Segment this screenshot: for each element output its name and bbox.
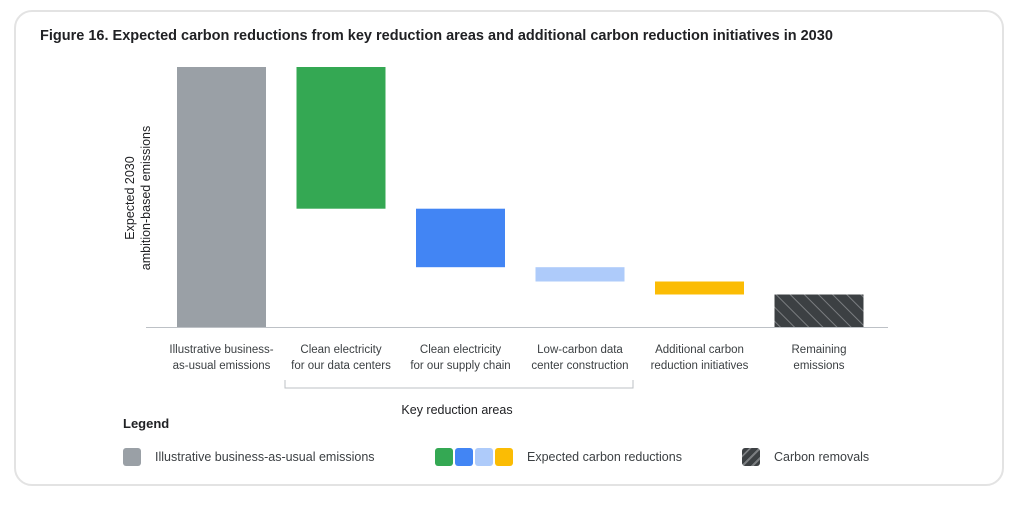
legend-swatch <box>475 448 493 466</box>
category-label: Clean electricity for our data centers <box>291 344 391 372</box>
legend-swatch <box>435 448 453 466</box>
y-axis-label: Expected 2030 ambition-based emissions <box>123 126 153 271</box>
category-label: Additional carbon reduction initiatives <box>651 344 749 372</box>
group-label: Key reduction areas <box>401 403 512 417</box>
legend-label: Illustrative business-as-usual emissions <box>155 450 375 464</box>
legend-item-baseline: Illustrative business-as-usual emissions <box>123 448 375 466</box>
legend-title: Legend <box>123 416 170 431</box>
category-label: Illustrative business-as-usual emissions <box>169 344 273 372</box>
category-label: Low-carbon data center construction <box>531 344 628 372</box>
bar-6 <box>774 294 864 327</box>
bar-group <box>177 67 864 327</box>
legend-item-removals: Carbon removals <box>742 448 869 466</box>
bar-4 <box>535 267 625 282</box>
y-axis-label-line: Expected 2030 <box>123 156 137 239</box>
legend-label: Carbon removals <box>774 450 870 464</box>
legend-label: Expected carbon reductions <box>527 450 682 464</box>
group-bracket <box>284 380 634 389</box>
bar-2 <box>296 67 386 209</box>
category-label: Remaining emissions <box>792 344 847 372</box>
legend-swatch-gray <box>123 448 141 466</box>
legend-swatch-set <box>435 448 515 466</box>
legend-swatch <box>455 448 473 466</box>
legend-swatch <box>495 448 513 466</box>
category-label: Clean electricity for our supply chain <box>410 344 510 372</box>
legend-item-reductions: Expected carbon reductions <box>435 448 682 466</box>
bar-1 <box>177 67 266 327</box>
bar-5 <box>655 281 744 295</box>
legend-swatch-hatch <box>742 448 760 466</box>
y-axis-label-line: ambition-based emissions <box>139 126 153 271</box>
bar-3 <box>416 208 505 268</box>
figure-title: Figure 16. Expected carbon reductions fr… <box>40 28 833 44</box>
category-labels: Illustrative business-as-usual emissions… <box>169 344 846 372</box>
